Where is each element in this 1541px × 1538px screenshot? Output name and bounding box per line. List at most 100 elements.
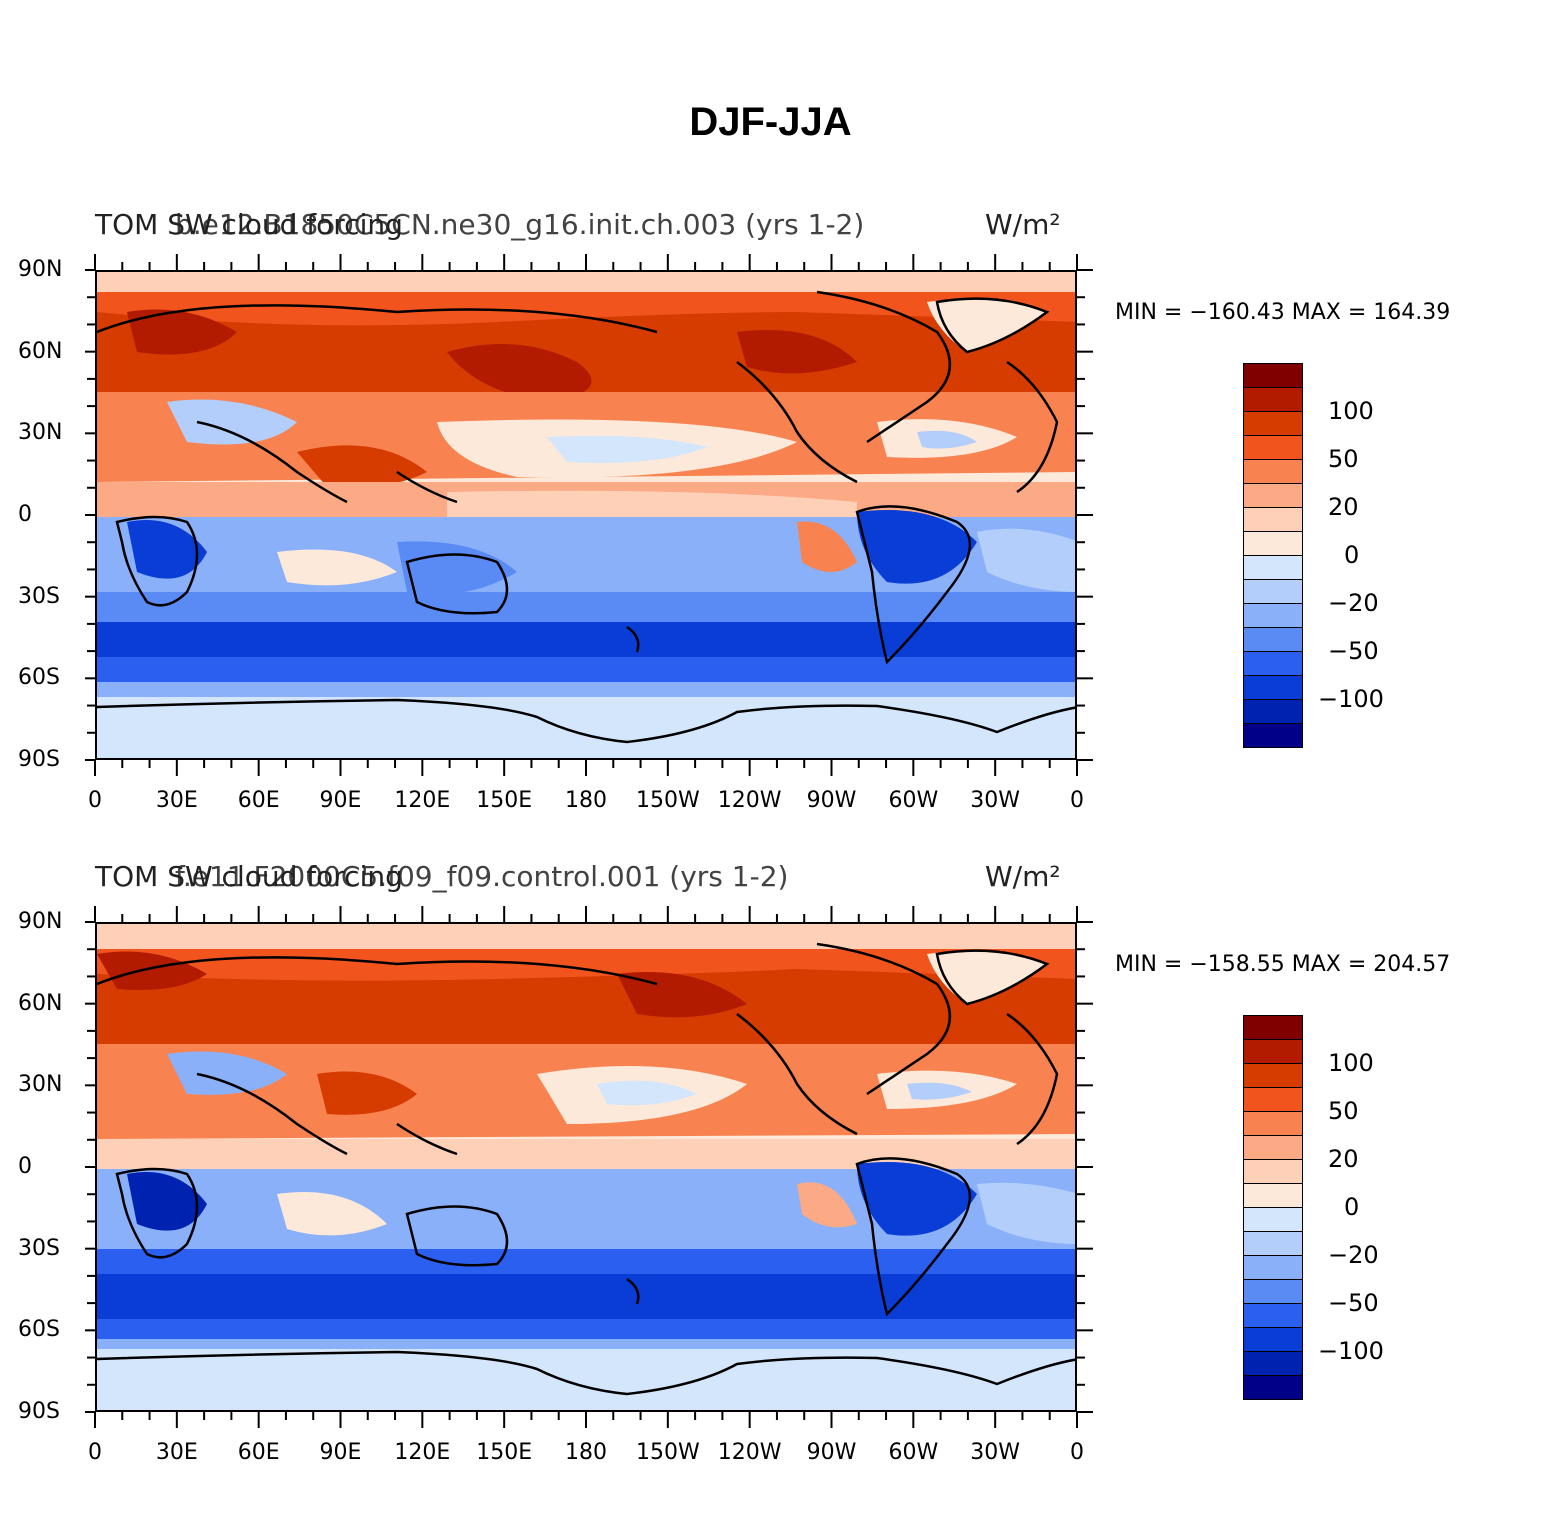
lon-tick-label: 60W — [888, 1440, 939, 1465]
colorbar-label: 20 — [1328, 1145, 1359, 1173]
lon-tick-label: 0 — [1070, 1440, 1084, 1465]
lon-tick-label: 60W — [888, 788, 939, 813]
colorbar-swatch — [1243, 556, 1303, 580]
colorbar-label: 0 — [1344, 541, 1360, 569]
colorbar-swatch — [1243, 1376, 1303, 1400]
colorbar-label: 0 — [1344, 1193, 1360, 1221]
colorbar-swatch — [1243, 652, 1303, 676]
colorbar — [1243, 1015, 1303, 1400]
lon-tick-label: 120W — [717, 788, 782, 813]
colorbar-swatch — [1243, 1304, 1303, 1328]
lon-tick-label: 90W — [806, 788, 857, 813]
lat-tick-label: 90S — [18, 747, 60, 772]
lon-tick-label: 150W — [635, 1440, 700, 1465]
lon-tick-label: 150E — [476, 1440, 533, 1465]
colorbar-swatch — [1243, 700, 1303, 724]
panel-units: W/m² — [985, 860, 1061, 893]
map-plot-bottom — [95, 922, 1077, 1412]
lon-tick-label: 30E — [155, 1440, 198, 1465]
colorbar-label: −100 — [1318, 1337, 1384, 1365]
colorbar-swatch — [1243, 1256, 1303, 1280]
axis-ticks — [85, 254, 1093, 776]
lat-tick-label: 90N — [18, 257, 63, 282]
lat-tick-label: 0 — [18, 502, 32, 527]
panel-units: W/m² — [985, 208, 1061, 241]
colorbar-swatch — [1243, 1015, 1303, 1040]
lon-tick-label: 90W — [806, 1440, 857, 1465]
map-plot-top — [95, 270, 1077, 760]
colorbar-swatch — [1243, 363, 1303, 388]
colorbar-swatch — [1243, 484, 1303, 508]
lat-tick-label: 90N — [18, 909, 63, 934]
colorbar-swatch — [1243, 532, 1303, 556]
colorbar-swatch — [1243, 388, 1303, 412]
min-max-readout: MIN = −158.55 MAX = 204.57 — [1115, 952, 1451, 977]
colorbar-swatch — [1243, 1088, 1303, 1112]
colorbar-swatch — [1243, 724, 1303, 748]
colorbar-label: −50 — [1328, 637, 1379, 665]
lon-tick-label: 180 — [565, 1440, 607, 1465]
lon-tick-label: 180 — [565, 788, 607, 813]
panel-case-title: f.e11.F2000C5.f09_f09.control.001 (yrs 1… — [175, 860, 789, 893]
colorbar-swatch — [1243, 1064, 1303, 1088]
colorbar-swatch — [1243, 580, 1303, 604]
lon-tick-label: 60E — [237, 788, 280, 813]
lat-tick-label: 60S — [18, 1317, 60, 1343]
panel-variable-title: TOM SW cloud forcing — [95, 860, 403, 893]
colorbar-label: −100 — [1318, 685, 1384, 713]
axis-ticks — [85, 906, 1093, 1428]
colorbar-swatch — [1243, 604, 1303, 628]
lon-tick-label: 120E — [394, 788, 451, 813]
colorbar-label: −50 — [1328, 1289, 1379, 1317]
colorbar-swatch — [1243, 1184, 1303, 1208]
lon-tick-label: 90E — [319, 1440, 362, 1465]
colorbar-label: 20 — [1328, 493, 1359, 521]
colorbar-swatch — [1243, 1352, 1303, 1376]
colorbar-label: −20 — [1328, 1241, 1379, 1269]
colorbar-label: −20 — [1328, 589, 1379, 617]
lon-tick-label: 60E — [237, 1440, 280, 1465]
panel-variable-title: TOM SW cloud forcing — [95, 208, 403, 241]
colorbar-swatch — [1243, 460, 1303, 484]
map-panel-bottom: TOM SW cloud forcing f.e11.F2000C5.f09_f… — [0, 852, 1541, 1492]
colorbar-label: 100 — [1328, 397, 1374, 425]
lat-tick-label: 0 — [18, 1154, 32, 1179]
colorbar-swatch — [1243, 1136, 1303, 1160]
colorbar-swatch — [1243, 628, 1303, 652]
colorbar — [1243, 363, 1303, 748]
map-panel-top: TOM SW cloud forcing b.e12.B1850C5CN.ne3… — [0, 200, 1541, 840]
lat-tick-label: 30S — [18, 583, 60, 609]
colorbar-swatch — [1243, 1208, 1303, 1232]
colorbar-swatch — [1243, 1040, 1303, 1064]
colorbar-label: 100 — [1328, 1049, 1374, 1077]
lon-tick-label: 150E — [476, 788, 533, 813]
colorbar-swatch — [1243, 1160, 1303, 1184]
colorbar-label: 50 — [1328, 1097, 1359, 1125]
contour-field — [97, 924, 1075, 1410]
lon-tick-label: 30E — [155, 788, 198, 813]
lon-tick-label: 0 — [88, 1440, 102, 1465]
lat-tick-label: 30N — [18, 1072, 63, 1098]
figure-title: DJF-JJA — [689, 100, 852, 144]
lat-tick-label: 60N — [18, 338, 63, 364]
lon-tick-label: 0 — [88, 788, 102, 813]
colorbar-swatch — [1243, 412, 1303, 436]
colorbar-swatch — [1243, 1232, 1303, 1256]
lat-tick-label: 30N — [18, 420, 63, 446]
colorbar-swatch — [1243, 1328, 1303, 1352]
lon-tick-label: 90E — [319, 788, 362, 813]
colorbar-label: 50 — [1328, 445, 1359, 473]
lon-tick-label: 30W — [970, 788, 1021, 813]
lat-tick-label: 30S — [18, 1235, 60, 1261]
lon-tick-label: 120W — [717, 1440, 782, 1465]
lon-tick-label: 150W — [635, 788, 700, 813]
colorbar-swatch — [1243, 508, 1303, 532]
lat-tick-label: 90S — [18, 1399, 60, 1424]
contour-field — [97, 272, 1075, 758]
lat-tick-label: 60N — [18, 990, 63, 1016]
lat-tick-label: 60S — [18, 665, 60, 691]
lon-tick-label: 0 — [1070, 788, 1084, 813]
min-max-readout: MIN = −160.43 MAX = 164.39 — [1115, 300, 1451, 325]
lon-tick-label: 120E — [394, 1440, 451, 1465]
colorbar-swatch — [1243, 676, 1303, 700]
